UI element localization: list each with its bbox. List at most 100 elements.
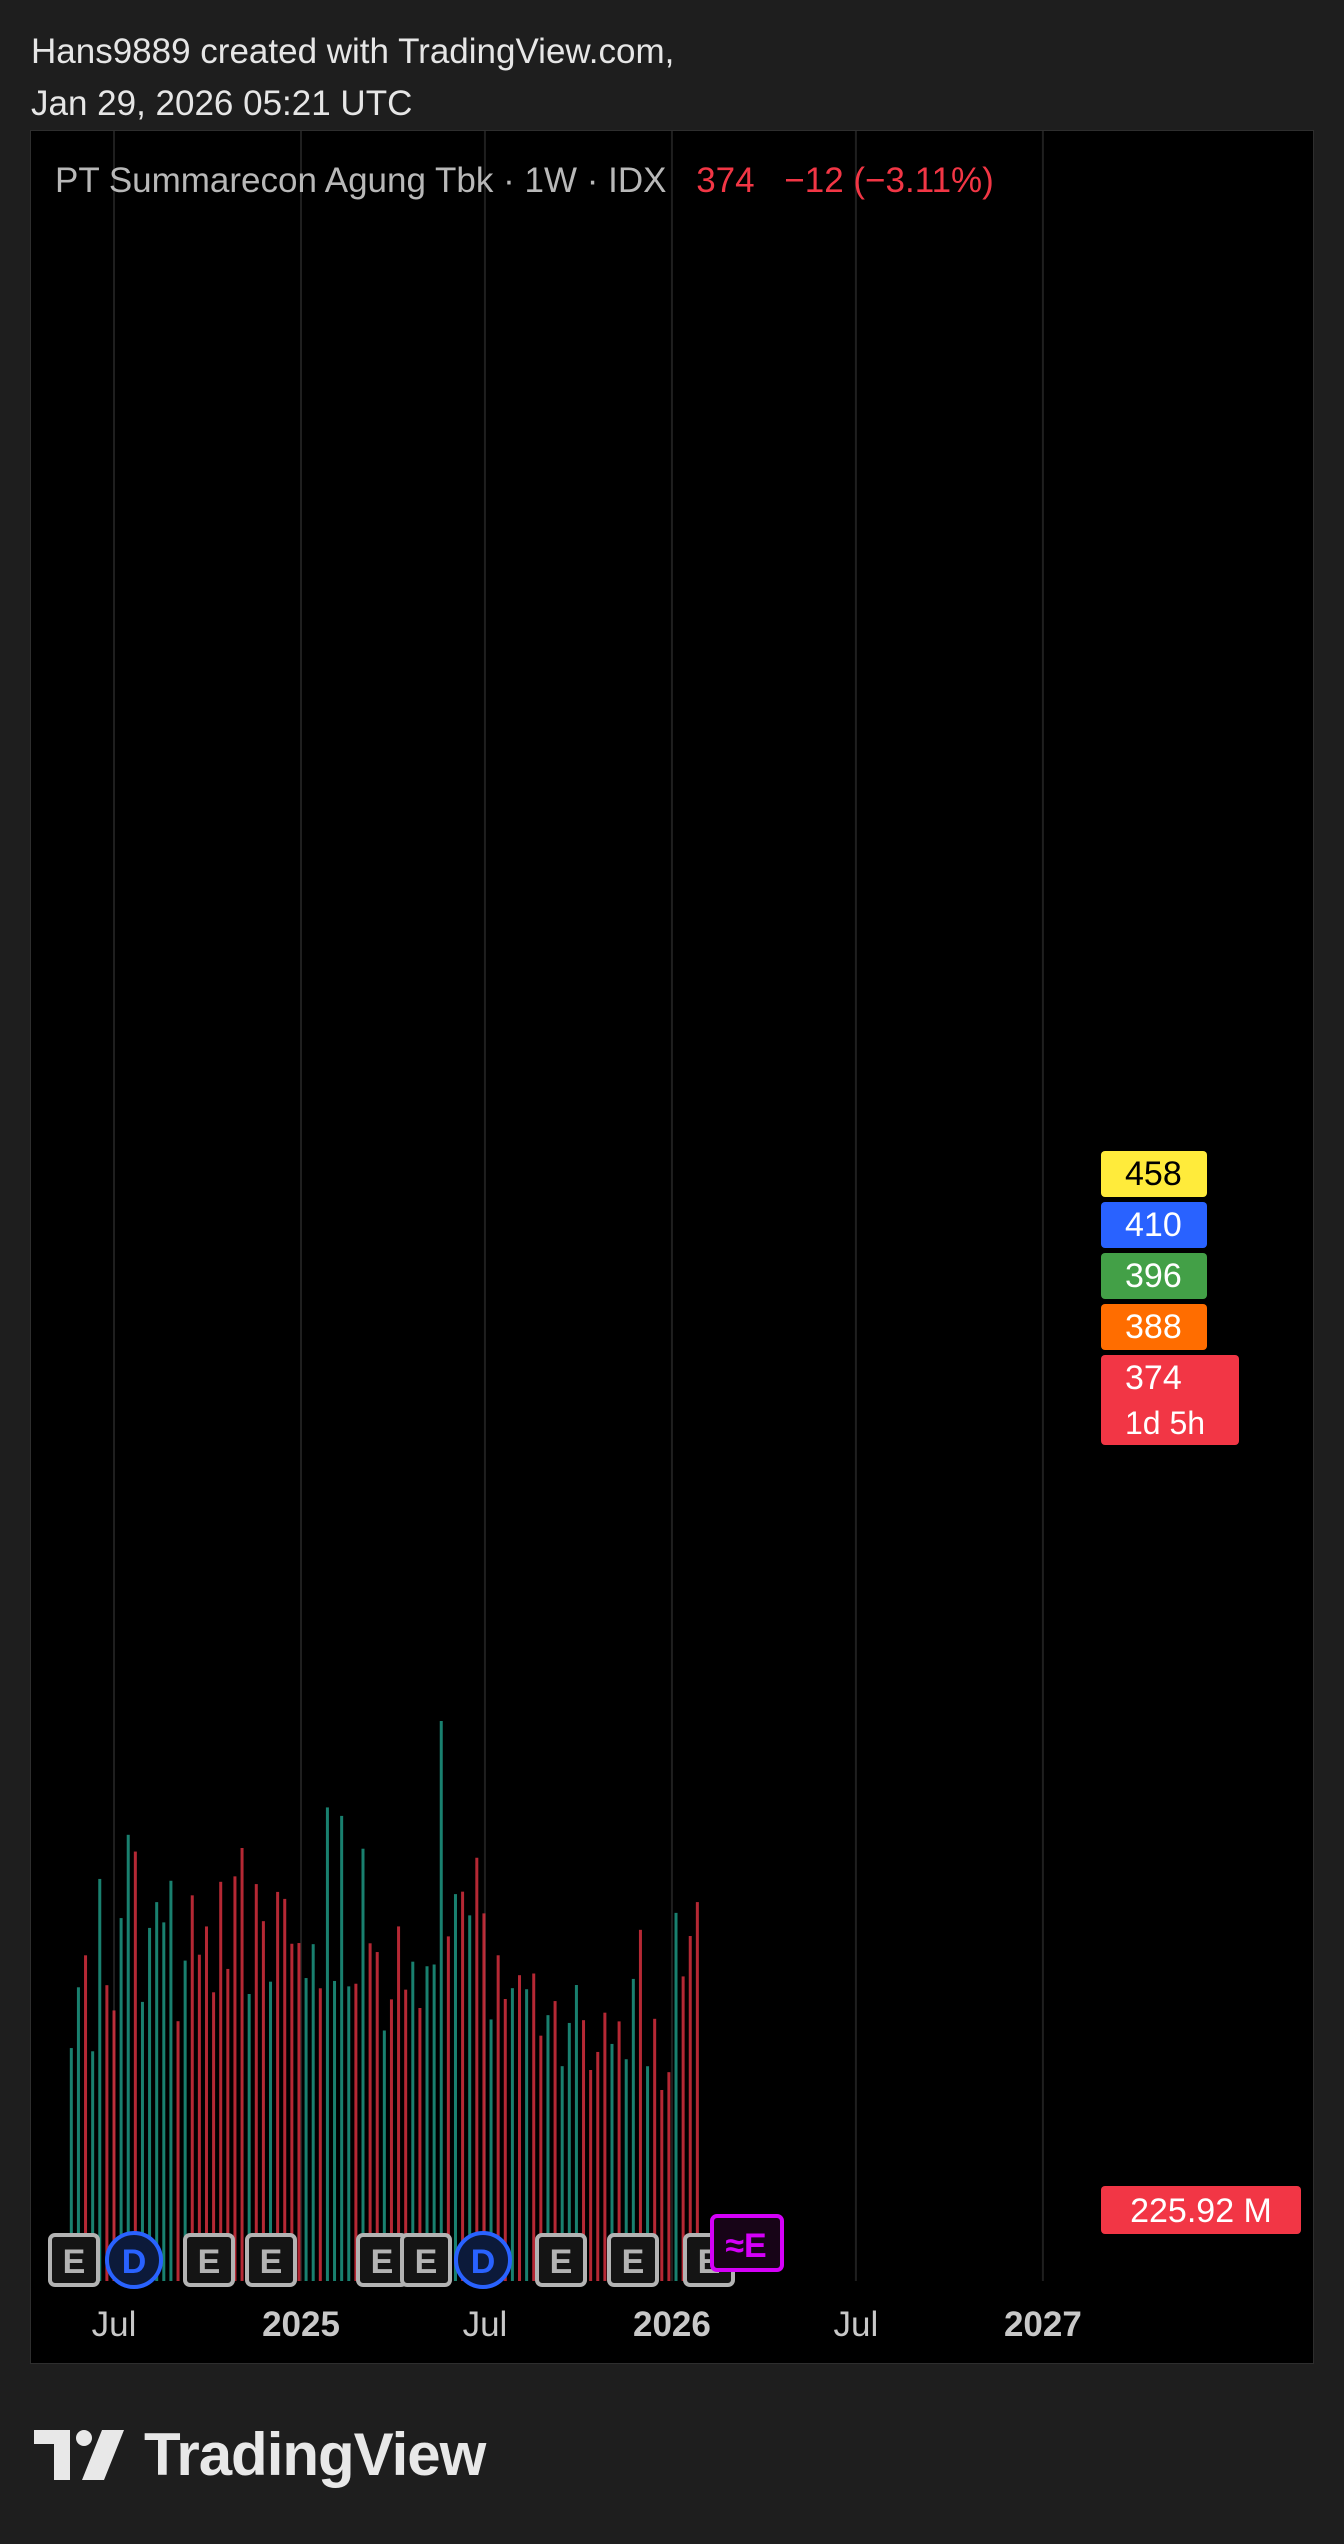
volume-bar [375, 1952, 379, 2281]
volume-label-text: 225.92 M [1130, 2192, 1272, 2230]
time-axis-label: 2027 [1004, 2305, 1082, 2344]
volume-bar [76, 1987, 80, 2281]
volume-bar [112, 2010, 116, 2281]
earnings-event-icon [48, 2233, 100, 2287]
volume-bar [646, 2066, 650, 2281]
last-price: 374 [696, 161, 755, 200]
symbol-legend: PT Summarecon Agung Tbk · 1W · IDX 374 −… [55, 161, 994, 201]
volume-bar [617, 2021, 621, 2281]
volume-bar [660, 2090, 664, 2281]
price-label-text: 396 [1125, 1257, 1182, 1295]
volume-bar [212, 1992, 216, 2281]
event-label: E [550, 2243, 573, 2281]
dividend-event-icon [105, 2231, 163, 2289]
volume-bar [325, 1807, 329, 2281]
volume-bar [297, 1943, 301, 2281]
volume-bar [667, 2072, 671, 2281]
volume-bar [183, 1960, 187, 2281]
volume-bar [482, 1913, 486, 2281]
volume-bar [133, 1851, 137, 2281]
price-label-badge [1101, 1253, 1207, 1299]
volume-bar [197, 1954, 201, 2281]
volume-bar [311, 1944, 315, 2281]
volume-bar [574, 1985, 578, 2281]
volume-bar [553, 2001, 557, 2281]
volume-bar [446, 1936, 450, 2281]
event-label: D [122, 2243, 147, 2281]
volume-bar [176, 2021, 180, 2281]
tradingview-branding[interactable]: TradingView [34, 2420, 486, 2489]
price-chart[interactable]: 1.272 (342)1.618 (310)2 (274)1,040920840… [31, 131, 1314, 2364]
volume-bar [105, 1985, 109, 2281]
volume-bar [475, 1857, 479, 2281]
event-label: E [260, 2243, 283, 2281]
volume-bar [532, 1973, 536, 2281]
event-label: D [471, 2243, 496, 2281]
volume-bar [354, 1983, 358, 2281]
volume-bar [397, 1926, 401, 2281]
volume-bar [411, 1961, 415, 2281]
volume-bar [169, 1880, 173, 2281]
volume-bar [389, 1999, 393, 2281]
event-label: E [198, 2243, 221, 2281]
volume-bar [276, 1891, 280, 2281]
future-earnings-icon [710, 2214, 784, 2272]
volume-bar [439, 1721, 443, 2281]
volume-bar [368, 1943, 372, 2281]
volume-bar [404, 1989, 408, 2281]
author-line: Hans9889 created with TradingView.com, [31, 32, 675, 71]
price-label-text: 374 [1125, 1359, 1182, 1397]
volume-bar [695, 1902, 699, 2281]
volume-bar [240, 1848, 244, 2281]
price-label-badge [1101, 1304, 1207, 1350]
price-change: −12 (−3.11%) [784, 161, 994, 200]
volume-bar [140, 2001, 144, 2281]
volume-bar [347, 1986, 351, 2281]
time-axis-label: 2025 [262, 2305, 340, 2344]
volume-bar [290, 1943, 294, 2281]
volume-bar [539, 2035, 543, 2281]
event-label: E [371, 2243, 394, 2281]
time-axis-label: 2026 [633, 2305, 711, 2344]
earnings-event-icon [535, 2233, 587, 2287]
volume-bar [624, 2059, 628, 2281]
volume-bar [567, 2022, 571, 2281]
volume-bar [126, 1834, 130, 2281]
event-label: E [63, 2243, 86, 2281]
volume-label-badge [1101, 2186, 1301, 2234]
volume-bar [638, 1929, 642, 2281]
volume-bar [510, 1988, 514, 2281]
volume-bar [596, 2051, 600, 2281]
volume-bar [468, 1915, 472, 2281]
volume-bar [226, 1968, 230, 2281]
volume-bar [340, 1815, 344, 2281]
event-label: E [415, 2243, 438, 2281]
volume-bar [603, 2012, 607, 2281]
volume-bar [461, 1891, 465, 2281]
volume-bar [489, 2019, 493, 2281]
price-label-text: 410 [1125, 1206, 1182, 1244]
volume-bar [688, 1936, 692, 2281]
volume-bar [98, 1878, 102, 2281]
earnings-event-icon [245, 2233, 297, 2287]
chart-panel[interactable]: 1.272 (342)1.618 (310)2 (274)1,040920840… [30, 130, 1314, 2364]
volume-bar [496, 1955, 500, 2281]
time-axis-label: Jul [834, 2305, 879, 2344]
price-label-badge [1101, 1202, 1207, 1248]
event-label: ≈E [725, 2227, 766, 2265]
earnings-event-icon [183, 2233, 235, 2287]
volume-bar [653, 2018, 657, 2281]
dividend-event-icon [454, 2231, 512, 2289]
volume-bar [546, 2015, 550, 2281]
countdown-label: 1d 5h [1125, 1405, 1205, 1441]
symbol-info: PT Summarecon Agung Tbk · 1W · IDX [55, 161, 667, 200]
earnings-event-icon [607, 2233, 659, 2287]
volume-bar [269, 1981, 273, 2281]
volume-bar [333, 1980, 337, 2281]
volume-bar [204, 1926, 208, 2281]
volume-bar [453, 1894, 457, 2281]
volume-bar [219, 1881, 223, 2281]
volume-bar [261, 1921, 265, 2281]
volume-bar [162, 1922, 166, 2281]
price-label-text: 388 [1125, 1308, 1182, 1346]
